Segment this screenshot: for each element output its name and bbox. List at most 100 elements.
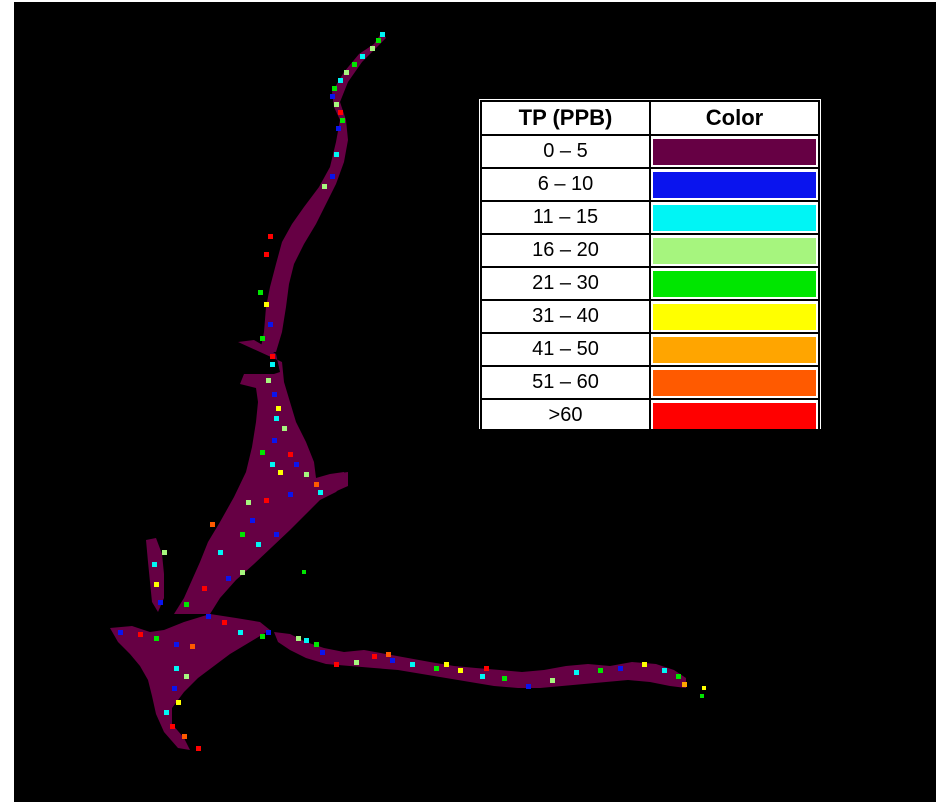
legend-color-swatch bbox=[653, 171, 816, 198]
legend-header-color: Color bbox=[649, 100, 820, 136]
legend-range-label: 16 – 20 bbox=[480, 233, 651, 268]
tp-class-pixel bbox=[334, 102, 339, 107]
tp-class-pixel bbox=[272, 438, 277, 443]
stray-pixel bbox=[700, 694, 704, 698]
tp-class-pixel bbox=[372, 654, 377, 659]
tp-class-pixel bbox=[458, 668, 463, 673]
tp-class-pixel bbox=[682, 682, 687, 687]
tp-class-pixel bbox=[376, 38, 381, 43]
tp-class-pixel bbox=[260, 450, 265, 455]
tp-class-pixel bbox=[270, 354, 275, 359]
tp-class-pixel bbox=[270, 462, 275, 467]
tp-class-pixel bbox=[340, 118, 345, 123]
tp-class-pixel bbox=[294, 462, 299, 467]
legend-row: 31 – 40 bbox=[480, 299, 820, 334]
tp-class-pixel bbox=[480, 674, 485, 679]
tp-class-pixel bbox=[320, 650, 325, 655]
legend-swatch-cell bbox=[649, 167, 820, 202]
tp-class-pixel bbox=[526, 684, 531, 689]
tp-class-pixel bbox=[354, 660, 359, 665]
tp-class-pixel bbox=[598, 668, 603, 673]
tp-class-pixel bbox=[172, 686, 177, 691]
east-arm bbox=[274, 632, 686, 688]
tp-class-pixel bbox=[336, 126, 341, 131]
tp-class-pixel bbox=[618, 666, 623, 671]
legend-range-label: 11 – 15 bbox=[480, 200, 651, 235]
tp-class-pixel bbox=[268, 322, 273, 327]
tp-class-pixel bbox=[268, 234, 273, 239]
tp-class-pixel bbox=[550, 678, 555, 683]
tp-class-pixel bbox=[334, 662, 339, 667]
tp-class-pixel bbox=[170, 724, 175, 729]
tp-class-pixel bbox=[250, 518, 255, 523]
tp-class-pixel bbox=[274, 532, 279, 537]
tp-class-pixel bbox=[322, 184, 327, 189]
legend-color-swatch bbox=[653, 237, 816, 264]
legend-row: 0 – 5 bbox=[480, 134, 820, 169]
legend-swatch-cell bbox=[649, 134, 820, 169]
lake-shape bbox=[110, 32, 686, 750]
tp-class-pixel bbox=[410, 662, 415, 667]
tp-class-pixel bbox=[380, 32, 385, 37]
tp-class-pixel bbox=[270, 362, 275, 367]
tp-class-pixel bbox=[118, 630, 123, 635]
tp-class-pixel bbox=[246, 500, 251, 505]
legend-swatch-cell bbox=[649, 200, 820, 235]
tp-class-pixel bbox=[176, 700, 181, 705]
tp-class-pixel bbox=[158, 600, 163, 605]
legend-range-label: 0 – 5 bbox=[480, 134, 651, 169]
legend-swatch-cell bbox=[649, 266, 820, 301]
tp-class-pixel bbox=[264, 302, 269, 307]
tp-class-pixel bbox=[154, 636, 159, 641]
tp-class-pixel bbox=[314, 482, 319, 487]
tp-class-pixel bbox=[288, 452, 293, 457]
tp-class-pixel bbox=[138, 632, 143, 637]
tp-class-pixel bbox=[484, 666, 489, 671]
tp-class-pixels bbox=[118, 32, 687, 751]
tp-class-pixel bbox=[502, 676, 507, 681]
tp-class-pixel bbox=[360, 54, 365, 59]
tp-class-pixel bbox=[226, 576, 231, 581]
tp-class-pixel bbox=[344, 70, 349, 75]
tp-class-pixel bbox=[152, 562, 157, 567]
tp-class-pixel bbox=[202, 586, 207, 591]
legend-color-swatch bbox=[653, 270, 816, 297]
tp-class-pixel bbox=[260, 634, 265, 639]
tp-class-pixel bbox=[264, 252, 269, 257]
tp-class-pixel bbox=[352, 62, 357, 67]
tp-class-pixel bbox=[314, 642, 319, 647]
tp-class-pixel bbox=[184, 674, 189, 679]
tp-class-pixel bbox=[434, 666, 439, 671]
tp-class-pixel bbox=[338, 110, 343, 115]
tp-class-pixel bbox=[444, 662, 449, 667]
stray-pixel bbox=[702, 686, 706, 690]
tp-class-pixel bbox=[256, 542, 261, 547]
west-arm bbox=[146, 538, 164, 612]
legend-range-label: 31 – 40 bbox=[480, 299, 651, 334]
tp-class-pixel bbox=[296, 636, 301, 641]
tp-class-pixel bbox=[182, 734, 187, 739]
tp-class-pixel bbox=[574, 670, 579, 675]
legend-color-swatch bbox=[653, 336, 816, 363]
middle-section bbox=[174, 340, 348, 614]
north-arm bbox=[260, 32, 386, 352]
tp-class-pixel bbox=[154, 582, 159, 587]
tp-class-pixel bbox=[330, 174, 335, 179]
legend-swatch-cell bbox=[649, 299, 820, 334]
tp-class-pixel bbox=[274, 416, 279, 421]
tp-class-pixel bbox=[174, 666, 179, 671]
legend-color-swatch bbox=[653, 138, 816, 165]
tp-class-pixel bbox=[266, 630, 271, 635]
tp-class-pixel bbox=[266, 378, 271, 383]
tp-class-pixel bbox=[196, 746, 201, 751]
legend-color-swatch bbox=[653, 204, 816, 231]
tp-class-pixel bbox=[304, 472, 309, 477]
tp-class-pixel bbox=[240, 570, 245, 575]
tp-class-pixel bbox=[304, 638, 309, 643]
legend-row: 16 – 20 bbox=[480, 233, 820, 268]
legend-swatch-cell bbox=[649, 332, 820, 367]
tp-class-pixel bbox=[332, 86, 337, 91]
tp-class-pixel bbox=[338, 78, 343, 83]
tp-class-pixel bbox=[240, 532, 245, 537]
